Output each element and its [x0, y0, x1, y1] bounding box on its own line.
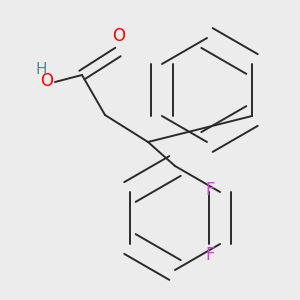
Text: F: F — [206, 181, 215, 199]
Text: F: F — [206, 246, 215, 264]
Text: H: H — [35, 62, 47, 77]
Text: O: O — [112, 27, 125, 45]
Text: O: O — [40, 72, 53, 90]
